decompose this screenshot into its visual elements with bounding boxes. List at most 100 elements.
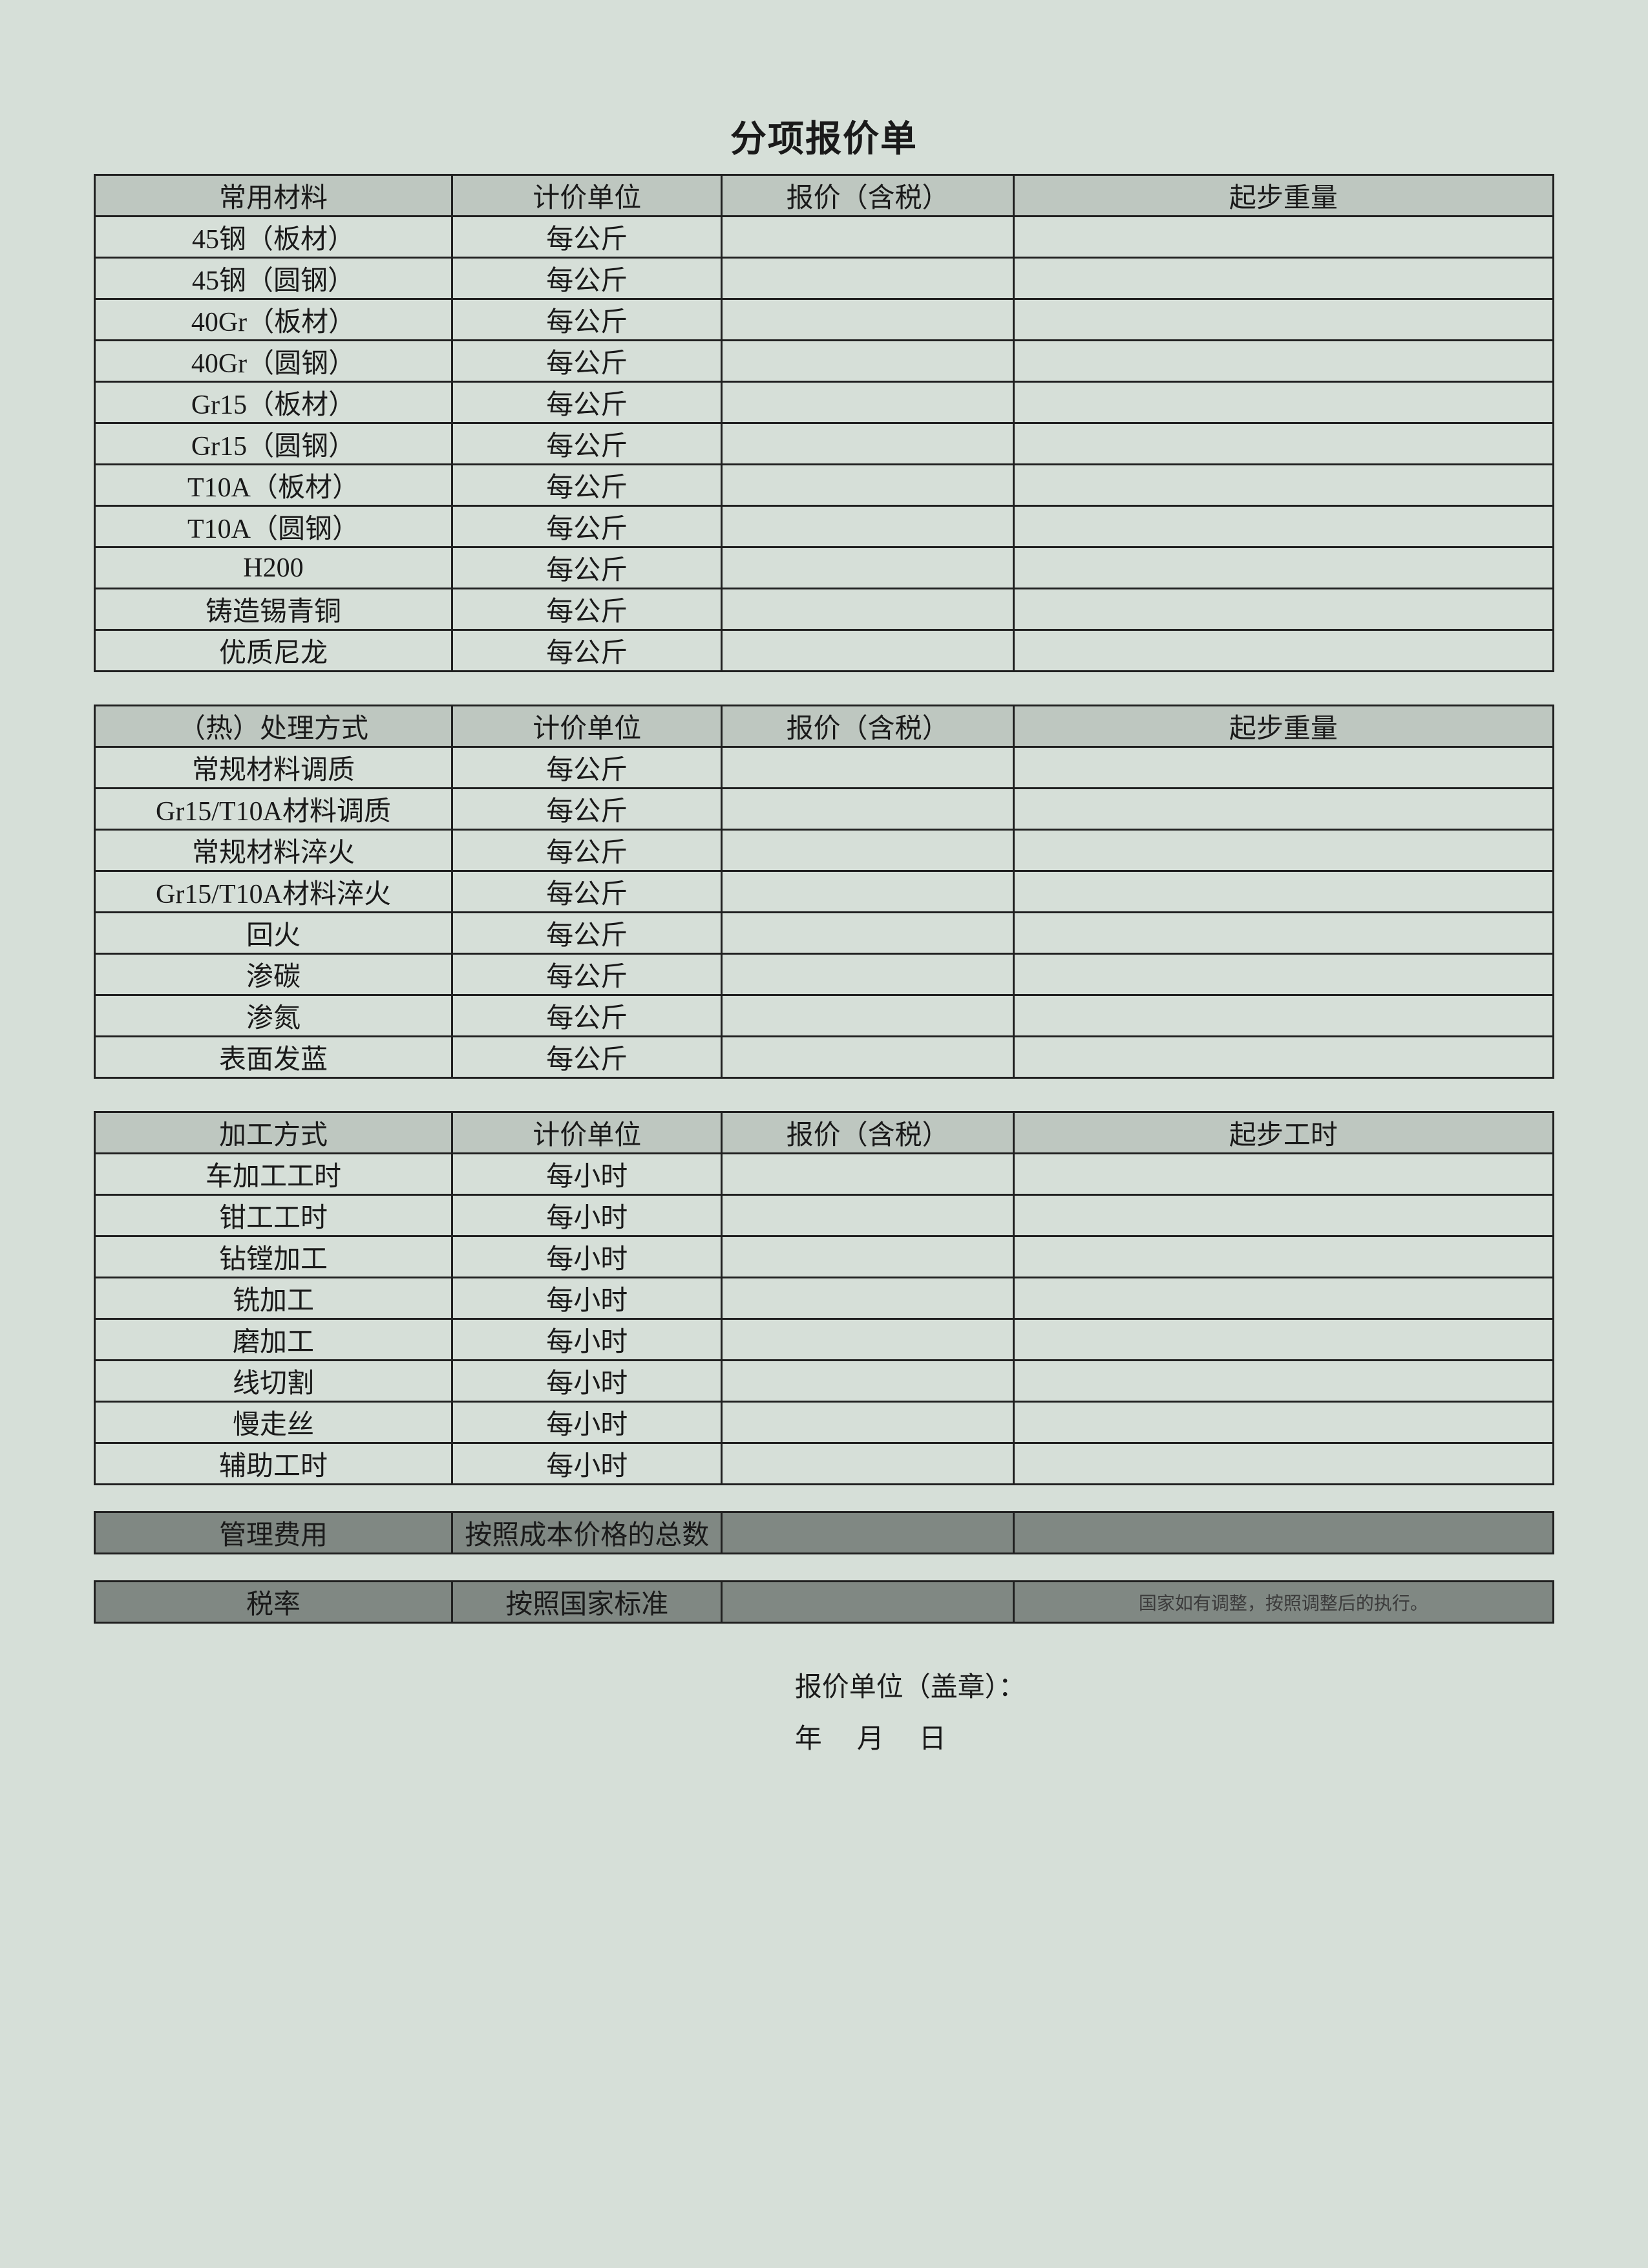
table-cell <box>722 1236 1013 1278</box>
table-cell <box>722 1443 1013 1485</box>
table-cell: Gr15/T10A材料调质 <box>95 789 452 830</box>
materials-table: 常用材料 计价单位 报价（含税） 起步重量 45钢（板材）每公斤45钢（圆钢）每… <box>94 174 1554 672</box>
table-cell <box>1013 830 1553 871</box>
table-cell <box>1013 1236 1553 1278</box>
col-header: 计价单位 <box>452 175 722 217</box>
table-cell: 每公斤 <box>452 789 722 830</box>
table-cell: 45钢（板材） <box>95 217 452 258</box>
table-cell <box>1013 789 1553 830</box>
table-cell: 渗氮 <box>95 995 452 1037</box>
table-row: 常规材料淬火每公斤 <box>95 830 1554 871</box>
col-header: （热）处理方式 <box>95 706 452 747</box>
table-row: 优质尼龙每公斤 <box>95 630 1554 672</box>
table-cell: 每公斤 <box>452 341 722 382</box>
table-cell: 常规材料调质 <box>95 747 452 789</box>
table-cell: 每公斤 <box>452 913 722 954</box>
materials-body: 45钢（板材）每公斤45钢（圆钢）每公斤40Gr（板材）每公斤40Gr（圆钢）每… <box>95 217 1554 672</box>
table-cell: Gr15（板材） <box>95 382 452 423</box>
table-cell: 每公斤 <box>452 506 722 547</box>
table-cell <box>1013 913 1553 954</box>
table-cell <box>1013 589 1553 630</box>
table-cell <box>1013 1037 1553 1078</box>
table-cell <box>722 747 1013 789</box>
table-header-row: 加工方式 计价单位 报价（含税） 起步工时 <box>95 1112 1554 1154</box>
tax-note: 国家如有调整，按照调整后的执行。 <box>1013 1582 1553 1623</box>
table-row: 渗氮每公斤 <box>95 995 1554 1037</box>
table-cell: 每小时 <box>452 1402 722 1443</box>
table-cell: H200 <box>95 547 452 589</box>
mgmt-fee-table: 管理费用 按照成本价格的总数 <box>94 1511 1554 1554</box>
table-cell <box>1013 341 1553 382</box>
table-cell <box>1013 258 1553 299</box>
table-cell: T10A（圆钢） <box>95 506 452 547</box>
table-row: 慢走丝每小时 <box>95 1402 1554 1443</box>
signature-block: 报价单位（盖章）： 年 月 日 <box>795 1662 1554 1766</box>
mgmt-fee-c3 <box>722 1512 1013 1554</box>
table-row: 钻镗加工每小时 <box>95 1236 1554 1278</box>
table-row: 税率 按照国家标准 国家如有调整，按照调整后的执行。 <box>95 1582 1554 1623</box>
table-row: 车加工工时每小时 <box>95 1154 1554 1195</box>
tax-desc: 按照国家标准 <box>452 1582 722 1623</box>
table-cell <box>722 217 1013 258</box>
table-cell: 钳工工时 <box>95 1195 452 1236</box>
table-cell: 每小时 <box>452 1236 722 1278</box>
table-cell: 每公斤 <box>452 217 722 258</box>
table-cell: 每公斤 <box>452 382 722 423</box>
table-cell <box>722 299 1013 341</box>
table-cell <box>722 995 1013 1037</box>
table-cell: 40Gr（圆钢） <box>95 341 452 382</box>
table-row: 40Gr（圆钢）每公斤 <box>95 341 1554 382</box>
col-header: 起步重量 <box>1013 706 1553 747</box>
table-cell <box>722 630 1013 672</box>
processing-body: 车加工工时每小时钳工工时每小时钻镗加工每小时铣加工每小时磨加工每小时线切割每小时… <box>95 1154 1554 1485</box>
table-cell <box>722 913 1013 954</box>
table-cell: T10A（板材） <box>95 465 452 506</box>
table-cell <box>1013 547 1553 589</box>
table-cell: 每小时 <box>452 1361 722 1402</box>
table-cell <box>1013 630 1553 672</box>
table-cell <box>1013 465 1553 506</box>
table-cell <box>722 954 1013 995</box>
table-cell: 每小时 <box>452 1443 722 1485</box>
mgmt-fee-desc: 按照成本价格的总数 <box>452 1512 722 1554</box>
col-header: 报价（含税） <box>722 175 1013 217</box>
table-cell: 回火 <box>95 913 452 954</box>
table-cell <box>722 423 1013 465</box>
table-cell: 每小时 <box>452 1154 722 1195</box>
table-header-row: （热）处理方式 计价单位 报价（含税） 起步重量 <box>95 706 1554 747</box>
table-cell: 每小时 <box>452 1195 722 1236</box>
table-cell: 渗碳 <box>95 954 452 995</box>
table-row: 40Gr（板材）每公斤 <box>95 299 1554 341</box>
table-cell <box>722 1037 1013 1078</box>
table-row: 管理费用 按照成本价格的总数 <box>95 1512 1554 1554</box>
table-cell <box>1013 871 1553 913</box>
table-row: 铸造锡青铜每公斤 <box>95 589 1554 630</box>
table-cell: 每公斤 <box>452 1037 722 1078</box>
table-cell <box>1013 1402 1553 1443</box>
table-cell <box>1013 1195 1553 1236</box>
table-cell <box>1013 747 1553 789</box>
table-cell <box>722 1154 1013 1195</box>
table-row: Gr15（圆钢）每公斤 <box>95 423 1554 465</box>
table-cell <box>1013 299 1553 341</box>
col-header: 计价单位 <box>452 706 722 747</box>
mgmt-fee-label: 管理费用 <box>95 1512 452 1554</box>
table-cell: 辅助工时 <box>95 1443 452 1485</box>
col-header: 报价（含税） <box>722 706 1013 747</box>
table-row: 辅助工时每小时 <box>95 1443 1554 1485</box>
table-row: 线切割每小时 <box>95 1361 1554 1402</box>
table-cell: 铸造锡青铜 <box>95 589 452 630</box>
table-cell <box>1013 506 1553 547</box>
table-row: Gr15（板材）每公斤 <box>95 382 1554 423</box>
table-row: Gr15/T10A材料调质每公斤 <box>95 789 1554 830</box>
table-cell <box>1013 1361 1553 1402</box>
table-cell: 每公斤 <box>452 995 722 1037</box>
table-cell: 车加工工时 <box>95 1154 452 1195</box>
table-row: 磨加工每小时 <box>95 1319 1554 1361</box>
table-cell <box>722 1195 1013 1236</box>
table-cell <box>722 1402 1013 1443</box>
col-header: 计价单位 <box>452 1112 722 1154</box>
table-row: T10A（板材）每公斤 <box>95 465 1554 506</box>
table-cell <box>1013 954 1553 995</box>
table-cell: 每公斤 <box>452 589 722 630</box>
